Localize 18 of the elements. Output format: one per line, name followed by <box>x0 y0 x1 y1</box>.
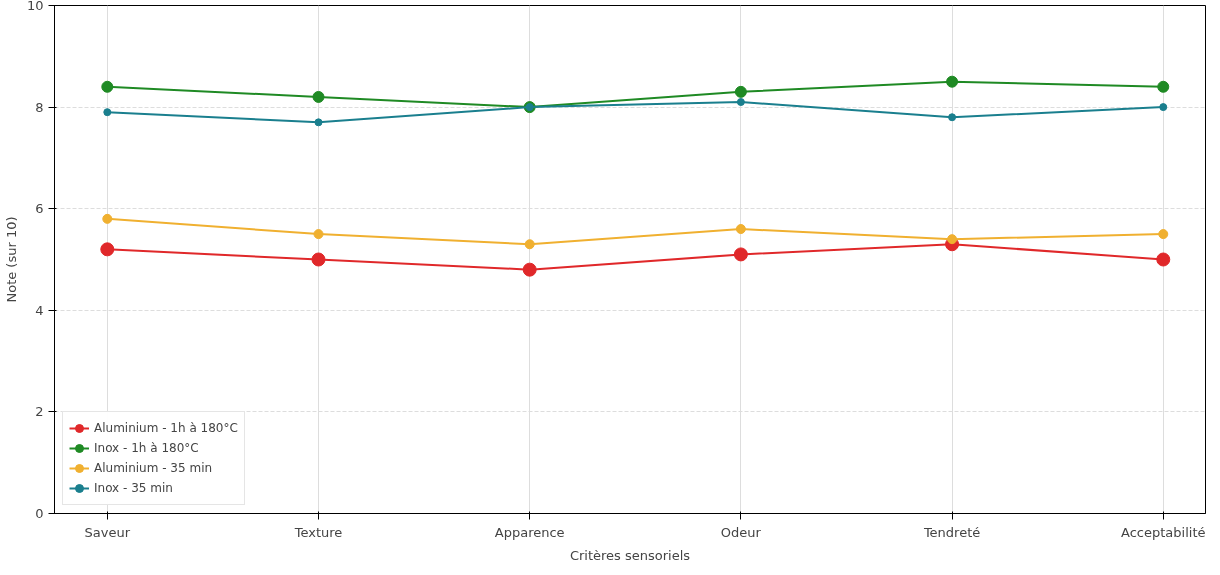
x-axis-title: Critères sensoriels <box>569 547 691 563</box>
y-tick-label: 0 <box>35 506 44 521</box>
y-tick-label: 4 <box>35 302 44 318</box>
y-tick-label: 2 <box>35 404 44 420</box>
x-tick-label: Saveur <box>84 524 131 540</box>
y-tick-label: 10 <box>26 0 44 13</box>
y-tick-label: 6 <box>35 201 44 217</box>
x-tick-label: Odeur <box>720 524 762 540</box>
y-axis-title: Note (sur 10) <box>3 216 19 303</box>
x-tick-label: Tendreté <box>922 524 981 540</box>
x-tick-label: Acceptabilité <box>1121 524 1206 540</box>
legend-label: Aluminium - 35 min <box>94 461 213 475</box>
x-tick-label: Texture <box>293 524 343 540</box>
x-tick-label: Apparence <box>494 524 565 540</box>
legend-label: Inox - 35 min <box>94 481 173 495</box>
legend-label: Inox - 1h à 180°C <box>94 441 199 455</box>
y-tick-label: 8 <box>35 99 44 115</box>
legend-label: Aluminium - 1h à 180°C <box>94 421 238 435</box>
